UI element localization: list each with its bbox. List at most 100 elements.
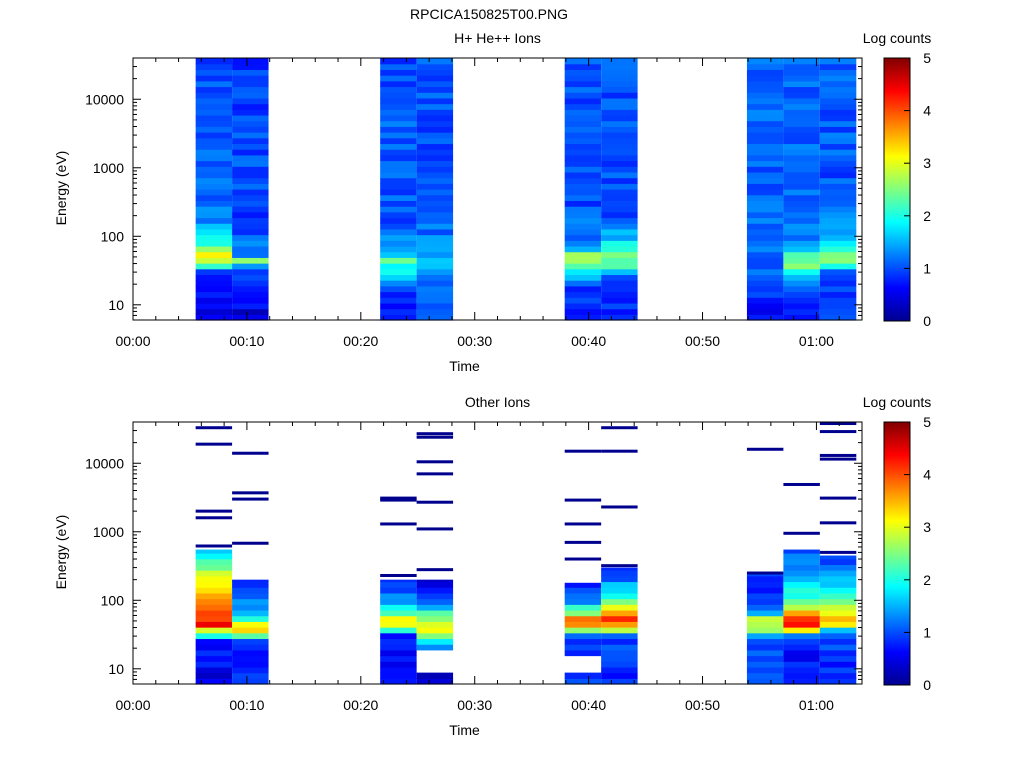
sparse-count-line xyxy=(819,422,857,426)
spectrogram-column xyxy=(195,58,233,321)
heatmap-cell xyxy=(564,285,602,293)
heatmap-cell xyxy=(416,132,454,139)
sparse-count-line xyxy=(416,435,454,439)
heatmap-cell xyxy=(380,280,417,287)
heatmap-cell xyxy=(416,678,454,685)
heatmap-cell xyxy=(601,63,638,70)
heatmap-cell xyxy=(416,166,454,173)
heatmap-cell xyxy=(380,251,417,258)
heatmap-cell xyxy=(232,189,269,196)
heatmap-cell xyxy=(746,308,784,315)
heatmap-cell xyxy=(819,103,857,110)
heatmap-cell xyxy=(195,570,233,577)
heatmap-cell xyxy=(416,97,454,105)
heatmap-cell xyxy=(746,666,784,674)
heatmap-cell xyxy=(783,217,820,224)
heatmap-cell xyxy=(601,114,638,122)
heatmap-cell xyxy=(232,166,269,173)
heatmap-cell xyxy=(819,240,857,247)
heatmap-cell xyxy=(564,297,602,304)
heatmap-cell xyxy=(195,257,233,264)
heatmap-cell xyxy=(416,194,454,201)
heatmap-cell xyxy=(232,609,269,617)
heatmap-cell xyxy=(819,160,857,167)
heatmap-cell xyxy=(380,92,417,99)
heatmap-cell xyxy=(380,200,417,207)
heatmap-cell xyxy=(819,109,857,116)
heatmap-cell xyxy=(380,217,417,224)
heatmap-cell xyxy=(783,97,820,105)
heatmap-cell xyxy=(819,154,857,162)
y-tick-label: 10000 xyxy=(85,455,124,471)
heatmap-cell xyxy=(564,251,602,258)
sparse-count-line xyxy=(783,531,820,535)
sparse-count-line xyxy=(232,497,269,501)
heatmap-cell xyxy=(746,80,784,88)
heatmap-cell xyxy=(195,69,233,76)
heatmap-cell xyxy=(819,80,857,88)
heatmap-cell xyxy=(195,80,233,88)
heatmap-cell xyxy=(232,604,269,611)
heatmap-cell xyxy=(232,69,269,76)
heatmap-cell xyxy=(232,314,269,321)
y-tick-label: 10000 xyxy=(85,91,124,107)
sparse-count-line xyxy=(416,460,454,464)
heatmap-cell xyxy=(601,268,638,276)
sparse-count-line xyxy=(380,522,417,526)
heatmap-cell xyxy=(380,120,417,127)
spectrogram-column xyxy=(783,482,820,685)
heatmap-cell xyxy=(416,120,454,127)
sparse-count-line xyxy=(416,472,454,476)
colorbar-tick-label: 3 xyxy=(923,519,931,535)
heatmap-cell xyxy=(601,97,638,105)
heatmap-cell xyxy=(195,228,233,236)
heatmap-cell xyxy=(819,558,857,565)
heatmap-cell xyxy=(746,649,784,657)
figure-title: RPCICA150825T00.PNG xyxy=(410,6,568,22)
heatmap-cell xyxy=(232,240,269,247)
heatmap-cell xyxy=(746,234,784,241)
heatmap-cell xyxy=(746,632,784,640)
heatmap-cell xyxy=(783,194,820,201)
heatmap-cell xyxy=(564,604,602,611)
heatmap-cell xyxy=(746,592,784,600)
heatmap-cell xyxy=(380,103,417,110)
heatmap-cell xyxy=(416,604,454,611)
x-tick-label: 00:40 xyxy=(571,697,606,713)
heatmap-cell xyxy=(601,228,638,236)
heatmap-cell xyxy=(564,137,602,145)
heatmap-cell xyxy=(819,63,857,70)
heatmap-cell xyxy=(564,217,602,224)
heatmap-cell xyxy=(416,581,454,588)
heatmap-cell xyxy=(416,171,454,179)
heatmap-cell xyxy=(195,177,233,184)
heatmap-cell xyxy=(232,592,269,600)
heatmap-cell xyxy=(601,615,638,622)
heatmap-cell xyxy=(564,308,602,315)
heatmap-cell xyxy=(380,126,417,133)
heatmap-cell xyxy=(746,149,784,156)
heatmap-cell xyxy=(746,302,784,310)
heatmap-cell xyxy=(380,627,417,634)
heatmap-cell xyxy=(416,621,454,628)
heatmap-cell xyxy=(819,314,857,321)
spectrogram-column xyxy=(195,426,233,685)
heatmap-cell xyxy=(195,109,233,116)
heatmap-cell xyxy=(416,285,454,293)
heatmap-cell xyxy=(232,308,269,315)
heatmap-cell xyxy=(746,154,784,162)
heatmap-cell xyxy=(819,655,857,662)
heatmap-cell xyxy=(380,302,417,310)
heatmap-cell xyxy=(195,194,233,201)
heatmap-cell xyxy=(601,160,638,167)
heatmap-cell xyxy=(564,149,602,156)
x-tick-label: 00:40 xyxy=(571,333,606,349)
heatmap-cell xyxy=(783,103,820,110)
y-tick-label: 100 xyxy=(101,228,125,244)
heatmap-cell xyxy=(601,154,638,162)
x-tick-label: 00:00 xyxy=(115,333,150,349)
heatmap-cell xyxy=(564,587,602,594)
heatmap-cell xyxy=(783,171,820,179)
heatmap-cell xyxy=(783,655,820,662)
sparse-count-line xyxy=(746,571,784,575)
